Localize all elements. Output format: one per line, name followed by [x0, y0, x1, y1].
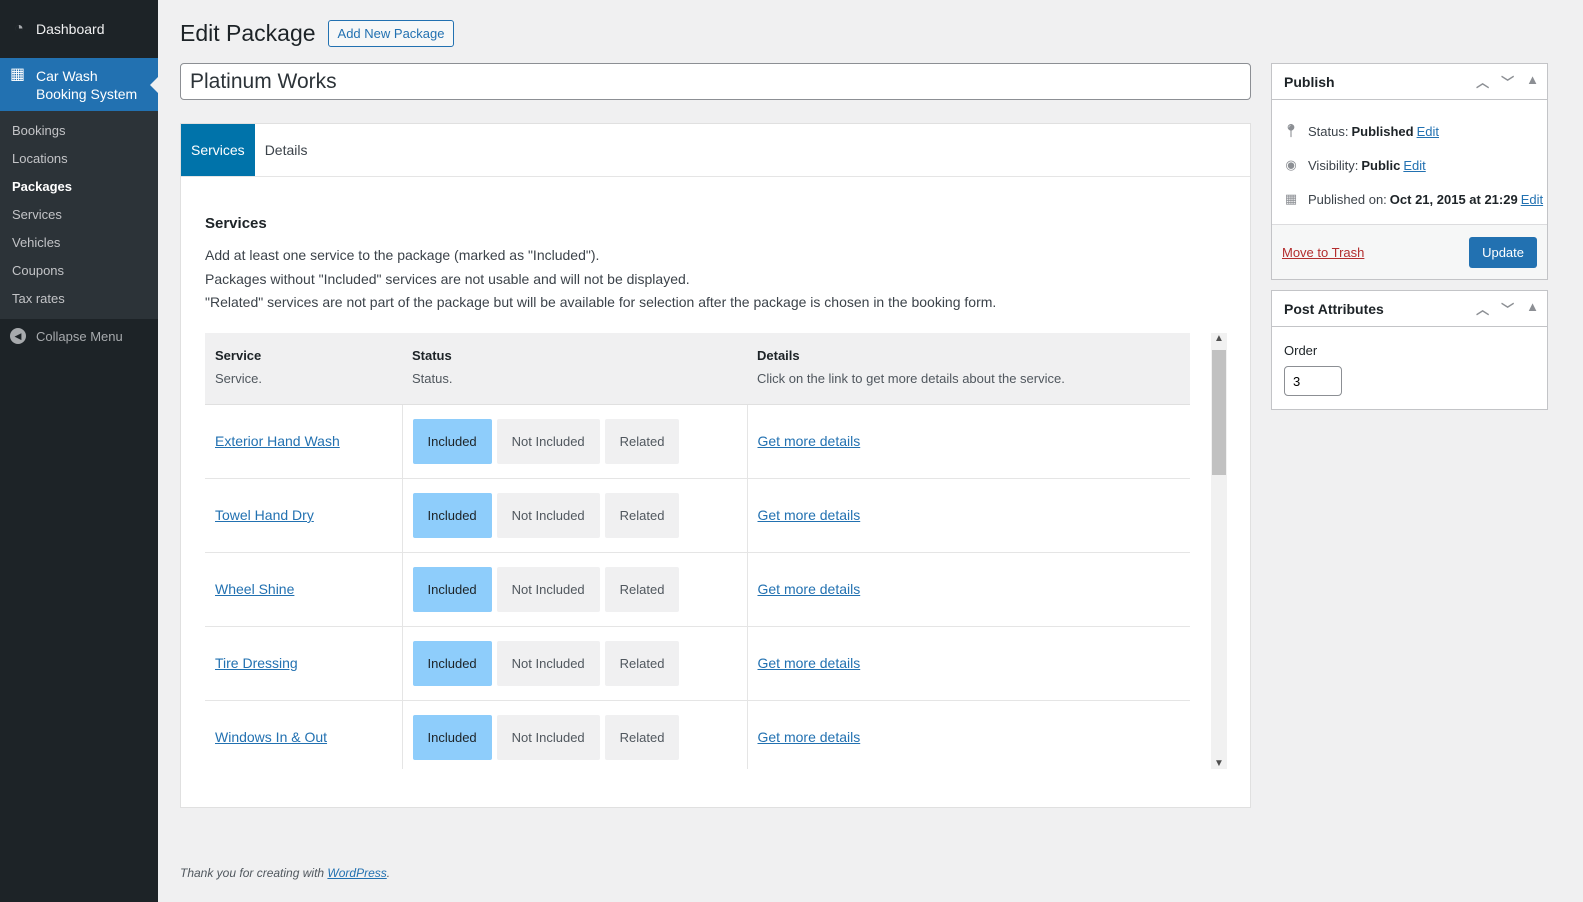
- edit-status-link[interactable]: Edit: [1416, 123, 1439, 139]
- col-service: Service Service.: [205, 333, 402, 405]
- details-link[interactable]: Get more details: [757, 729, 861, 745]
- services-desc: Add at least one service to the package …: [205, 247, 600, 263]
- service-link[interactable]: Towel Hand Dry: [215, 507, 314, 523]
- toggle-icon[interactable]: ▲: [1526, 299, 1539, 314]
- details-link[interactable]: Get more details: [757, 581, 861, 597]
- move-down-icon[interactable]: ﹀: [1501, 75, 1515, 90]
- scroll-down-icon[interactable]: ▼: [1214, 758, 1224, 769]
- submenu-coupons[interactable]: Coupons: [12, 263, 65, 278]
- title-input[interactable]: [180, 63, 1251, 100]
- status-not-included-button[interactable]: Not Included: [496, 566, 600, 612]
- table-row: Tire Dressing Included Not Included Related…: [205, 626, 1190, 701]
- dashboard-icon: ◔: [14, 20, 24, 37]
- move-to-trash-link[interactable]: Move to Trash: [1282, 244, 1365, 260]
- submenu-locations[interactable]: Locations: [12, 151, 68, 166]
- submenu-vehicles[interactable]: Vehicles: [12, 235, 61, 250]
- move-up-icon[interactable]: ︿: [1476, 302, 1490, 317]
- order-input[interactable]: [1284, 366, 1342, 396]
- submenu: Bookings Locations Packages Services Veh…: [0, 111, 158, 319]
- menu-dashboard[interactable]: ◔ Dashboard: [0, 0, 158, 58]
- move-up-icon[interactable]: ︿: [1476, 75, 1490, 90]
- status-related-button[interactable]: Related: [604, 418, 680, 464]
- status-related-button[interactable]: Related: [604, 714, 680, 760]
- update-button[interactable]: Update: [1469, 236, 1537, 268]
- services-desc: "Related" services are not part of the p…: [205, 294, 997, 310]
- menu-label: Car Wash Booking System: [36, 67, 138, 102]
- status-included-button[interactable]: Included: [412, 492, 492, 538]
- status-not-included-button[interactable]: Not Included: [496, 714, 600, 760]
- status-related-button[interactable]: Related: [604, 566, 680, 612]
- edit-date-link[interactable]: Edit: [1520, 191, 1544, 207]
- details-link[interactable]: Get more details: [757, 433, 861, 449]
- col-status: Status Status.: [402, 333, 747, 405]
- eye-icon: ◉: [1285, 157, 1297, 172]
- status-not-included-button[interactable]: Not Included: [496, 418, 600, 464]
- edit-visibility-link[interactable]: Edit: [1403, 157, 1426, 173]
- tab-details[interactable]: Details: [264, 142, 308, 158]
- details-link[interactable]: Get more details: [757, 655, 861, 671]
- calendar-icon: ▦: [1284, 191, 1298, 206]
- service-link[interactable]: Tire Dressing: [215, 655, 298, 671]
- collapse-menu[interactable]: ◀ Collapse Menu: [0, 319, 158, 353]
- services-desc: Packages without "Included" services are…: [205, 270, 690, 287]
- page-title: Edit Package: [180, 20, 316, 46]
- status-included-button[interactable]: Included: [412, 640, 492, 686]
- pin-icon: 📍︎: [1282, 123, 1300, 138]
- services-table: Service Service. Status Status. Details Cli…: [205, 333, 1190, 769]
- submenu-tax-rates[interactable]: Tax rates: [12, 291, 65, 306]
- status-included-button[interactable]: Included: [412, 714, 492, 760]
- service-link[interactable]: Wheel Shine: [215, 581, 295, 597]
- table-row: Wheel Shine Included Not Included Related Ge…: [205, 552, 1190, 627]
- move-down-icon[interactable]: ﹀: [1501, 302, 1515, 317]
- table-row: Windows In & Out Included Not Included Rela…: [205, 700, 1190, 769]
- order-label: Order: [1284, 343, 1318, 358]
- menu-car-wash[interactable]: ▦ Car Wash Booking System: [0, 58, 158, 111]
- status-included-button[interactable]: Included: [412, 418, 492, 464]
- add-new-package-button[interactable]: Add New Package: [327, 20, 455, 47]
- package-panel: Services Details Services Add at least o…: [180, 123, 1251, 808]
- publish-title: Publish: [1284, 73, 1335, 90]
- details-link[interactable]: Get more details: [757, 507, 861, 523]
- menu-label: Dashboard: [36, 21, 105, 37]
- calendar-icon: ▦: [10, 66, 26, 83]
- toggle-icon[interactable]: ▲: [1526, 72, 1539, 87]
- scroll-up-icon[interactable]: ▲: [1214, 333, 1224, 344]
- status-related-button[interactable]: Related: [604, 492, 680, 538]
- table-row: Exterior Hand Wash Included Not Included Re…: [205, 404, 1190, 479]
- table-scrollbar[interactable]: ▲ ▼: [1211, 333, 1227, 769]
- services-heading: Services: [205, 215, 267, 232]
- tab-services[interactable]: Services: [181, 124, 255, 176]
- col-details: Details Click on the link to get more det…: [747, 333, 1190, 405]
- status-included-button[interactable]: Included: [412, 566, 492, 612]
- submenu-bookings[interactable]: Bookings: [12, 123, 66, 138]
- publish-box: Publish ︿ ﹀ ▲ 📍︎ Status: Published Edit ◉ Visi…: [1271, 63, 1548, 280]
- submenu-packages[interactable]: Packages: [12, 179, 72, 194]
- status-not-included-button[interactable]: Not Included: [496, 640, 600, 686]
- collapse-label: Collapse Menu: [36, 328, 123, 344]
- services-table-wrap: Service Service. Status Status. Details Cli…: [205, 333, 1227, 769]
- service-link[interactable]: Exterior Hand Wash: [215, 433, 340, 449]
- submenu-services[interactable]: Services: [12, 207, 62, 222]
- service-link[interactable]: Windows In & Out: [215, 729, 328, 745]
- admin-sidebar: ◔ Dashboard ▦ Car Wash Booking System Book…: [0, 0, 158, 902]
- wordpress-link[interactable]: WordPress: [327, 866, 387, 880]
- post-attributes-box: Post Attributes ︿ ﹀ ▲ Order: [1271, 290, 1548, 410]
- attributes-title: Post Attributes: [1284, 300, 1384, 317]
- collapse-arrow-icon: ◀: [10, 328, 26, 344]
- table-row: Towel Hand Dry Included Not Included Relate…: [205, 478, 1190, 553]
- scrollbar-thumb[interactable]: [1212, 350, 1226, 475]
- status-not-included-button[interactable]: Not Included: [496, 492, 600, 538]
- footer: Thank you for creating with WordPress.: [180, 866, 391, 880]
- status-related-button[interactable]: Related: [604, 640, 680, 686]
